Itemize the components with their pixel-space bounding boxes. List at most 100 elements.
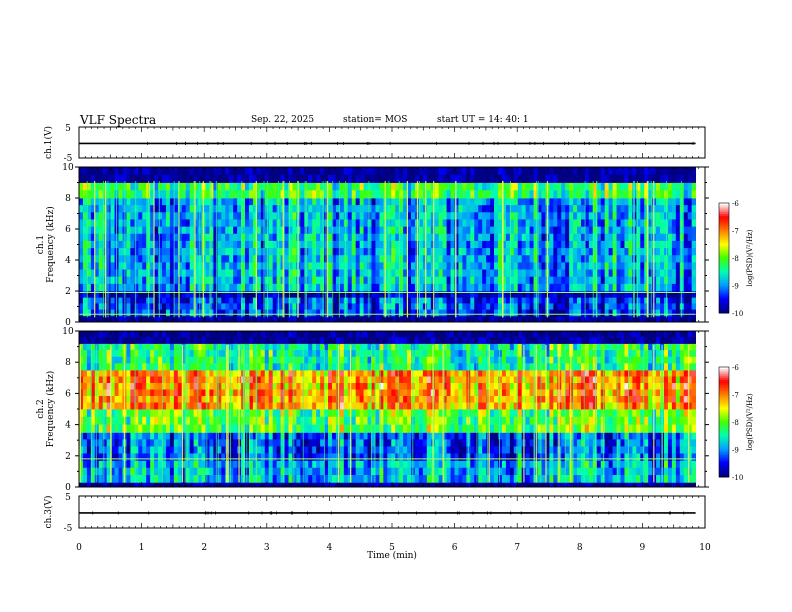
spectrogram-cell	[328, 226, 333, 235]
spectrogram-cell	[379, 198, 384, 206]
spectrogram-cell	[173, 309, 179, 317]
spectrogram-cell	[482, 233, 487, 242]
spectrogram-cell	[359, 460, 364, 469]
spectrogram-cell	[407, 190, 412, 199]
spectrogram-cell	[177, 283, 183, 292]
spectrogram-cell	[296, 167, 301, 176]
spectrogram-cell	[162, 291, 167, 298]
spectrogram-cell	[691, 283, 697, 292]
spectrogram-cell	[636, 205, 641, 213]
spectrogram-cell	[355, 255, 361, 263]
spectrogram-cell	[106, 432, 112, 440]
spectrogram-cell	[169, 269, 175, 278]
spectrogram-cell	[288, 460, 293, 469]
spectrogram-cell	[624, 467, 629, 476]
spectrogram-cell	[683, 309, 689, 317]
spectrogram-cell	[351, 276, 357, 285]
spectrogram-cell	[126, 460, 131, 469]
spectrogram-cell	[505, 283, 511, 292]
spectrogram-cell	[628, 482, 633, 488]
spectrogram-cell	[94, 226, 100, 235]
spectrogram-cell	[268, 190, 274, 199]
spectrogram-cell	[256, 219, 262, 228]
spectrogram-cell	[636, 240, 641, 249]
spectrogram-cell	[612, 205, 617, 213]
spectrogram-cell	[454, 174, 459, 183]
spectrogram-cell	[557, 482, 562, 488]
colorbar-tick-label: -10	[732, 310, 743, 318]
spectrogram-cell	[494, 167, 499, 176]
spectrogram-cell	[82, 212, 88, 220]
spectrogram-cell	[671, 233, 677, 242]
spectrogram-cell	[675, 226, 681, 235]
spectrogram-cell	[165, 174, 171, 183]
spectrogram-cell	[355, 432, 361, 440]
spectrogram-cell	[399, 475, 404, 483]
spectrogram-cell	[209, 291, 214, 298]
spectrogram-cell	[339, 233, 345, 242]
spectrogram-cell	[110, 167, 115, 176]
spectrogram-cell	[339, 303, 345, 310]
spectrogram-cell	[391, 174, 396, 183]
spectrogram-cell	[138, 439, 143, 447]
spectrogram-cell	[525, 190, 530, 199]
spectrogram-cell	[399, 167, 404, 176]
spectrogram-cell	[284, 297, 289, 304]
spectrogram-cell	[671, 262, 677, 270]
spectrogram-cell	[268, 303, 274, 310]
spectrogram-cell	[573, 482, 578, 488]
spectrogram-cell	[620, 174, 625, 183]
spectrogram-cell	[245, 283, 250, 292]
spectrogram-cell	[466, 303, 471, 310]
spectrogram-cell	[130, 182, 135, 191]
spectrogram-cell	[541, 276, 546, 285]
spectrogram-cell	[584, 303, 590, 310]
spectrogram-cell	[98, 309, 104, 317]
spectrogram-cell	[399, 460, 404, 469]
spectrogram-cell	[561, 255, 566, 263]
spectrogram-cell	[466, 174, 471, 183]
spectrogram-cell	[517, 269, 523, 278]
spectrogram-cell	[418, 219, 424, 228]
spectrogram-cell	[608, 233, 614, 242]
spectrogram-cell	[588, 205, 594, 213]
spectrogram-cell	[418, 283, 424, 292]
spectrogram-cell	[454, 303, 459, 310]
spectrogram-cell	[312, 439, 317, 447]
spectrogram-cell	[288, 226, 293, 235]
spectrogram-cell	[94, 439, 100, 447]
spectrogram-cell	[679, 460, 685, 469]
spectrogram-cell	[600, 439, 606, 447]
spectrogram-cell	[683, 460, 689, 469]
spectrogram-cell	[691, 255, 697, 263]
spectrogram-cell	[636, 432, 641, 440]
spectrogram-cell	[513, 174, 519, 183]
spectrogram-cell	[446, 248, 451, 256]
spectrogram-cell	[130, 482, 135, 488]
colorbar-frame	[718, 202, 730, 314]
spectrogram-cell	[573, 467, 578, 476]
spectrogram-cell	[691, 432, 697, 440]
spectrogram-cell	[521, 205, 527, 213]
spectrogram-cell	[403, 233, 408, 242]
spectrogram-cell	[671, 167, 677, 176]
spectrogram-cell	[509, 475, 515, 483]
spectrogram-cell	[494, 482, 499, 488]
spectrogram-cell	[525, 315, 530, 323]
spectrogram-cell	[209, 182, 214, 191]
spectrogram-cell	[292, 291, 297, 298]
spectrogram-cell	[351, 167, 357, 176]
spectrogram-cell	[592, 205, 598, 213]
spectrogram-cell	[442, 432, 447, 440]
spectrogram-cell	[486, 269, 491, 278]
spectrogram-cell	[577, 233, 582, 242]
spectrogram-cell	[221, 467, 226, 476]
spectrogram-cell	[300, 315, 305, 323]
spectrogram-cell	[426, 198, 432, 206]
spectrogram-cell	[660, 198, 665, 206]
spectrogram-cell	[577, 212, 582, 220]
spectrogram-cell	[118, 233, 123, 242]
spectrogram-cell	[620, 240, 625, 249]
spectrogram-cell	[260, 309, 266, 317]
spectrogram-cell	[284, 167, 289, 176]
